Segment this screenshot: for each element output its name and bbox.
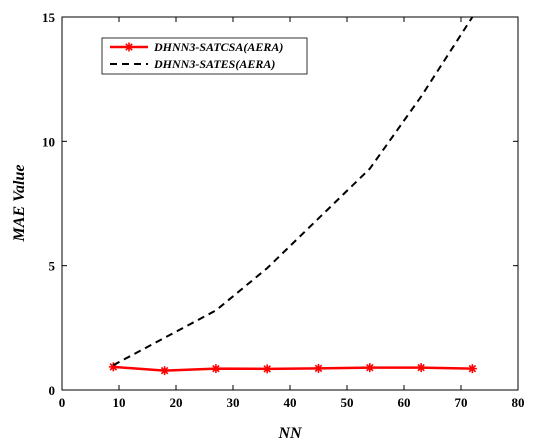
x-axis-title: NN bbox=[277, 425, 303, 442]
x-tick-label: 60 bbox=[398, 395, 411, 410]
x-axis: 0 10 20 30 40 50 60 70 80 bbox=[59, 17, 525, 410]
series-point bbox=[160, 366, 170, 376]
legend-items: DHNN3-SATCSA(AERA) DHNN3-SATES(AERA) bbox=[110, 40, 283, 71]
x-tick-label: 70 bbox=[455, 395, 468, 410]
series-point bbox=[211, 364, 221, 374]
legend-label-0: DHNN3-SATCSA(AERA) bbox=[153, 40, 283, 54]
series-line-0 bbox=[113, 365, 473, 372]
x-tick-label: 40 bbox=[284, 395, 297, 410]
series-point bbox=[365, 363, 375, 373]
y-tick-label: 10 bbox=[42, 134, 55, 149]
series-layer bbox=[108, 16, 477, 376]
x-tick-label: 80 bbox=[512, 395, 525, 410]
series-point bbox=[262, 364, 272, 374]
legend-box bbox=[101, 37, 308, 75]
series-line-1 bbox=[112, 16, 474, 367]
legend: DHNN3-SATCSA(AERA) DHNN3-SATES(AERA) bbox=[101, 37, 308, 75]
x-tick-label: 0 bbox=[59, 395, 66, 410]
series-point bbox=[416, 363, 426, 373]
y-tick-label: 15 bbox=[42, 10, 56, 25]
y-tick-label: 0 bbox=[49, 383, 56, 398]
plot-area bbox=[61, 16, 519, 391]
y-axis-title: MAE Value bbox=[11, 165, 28, 243]
x-tick-label: 10 bbox=[113, 395, 126, 410]
series-point bbox=[467, 364, 477, 374]
legend-label-1: DHNN3-SATES(AERA) bbox=[153, 57, 275, 71]
series-point bbox=[108, 362, 118, 372]
x-tick-label: 30 bbox=[227, 395, 240, 410]
legend-marker bbox=[124, 42, 134, 52]
y-tick-label: 5 bbox=[49, 259, 56, 274]
y-axis: 0 5 10 15 bbox=[42, 10, 518, 398]
x-tick-label: 50 bbox=[341, 395, 354, 410]
series-point bbox=[314, 363, 323, 373]
x-tick-label: 20 bbox=[170, 395, 183, 410]
